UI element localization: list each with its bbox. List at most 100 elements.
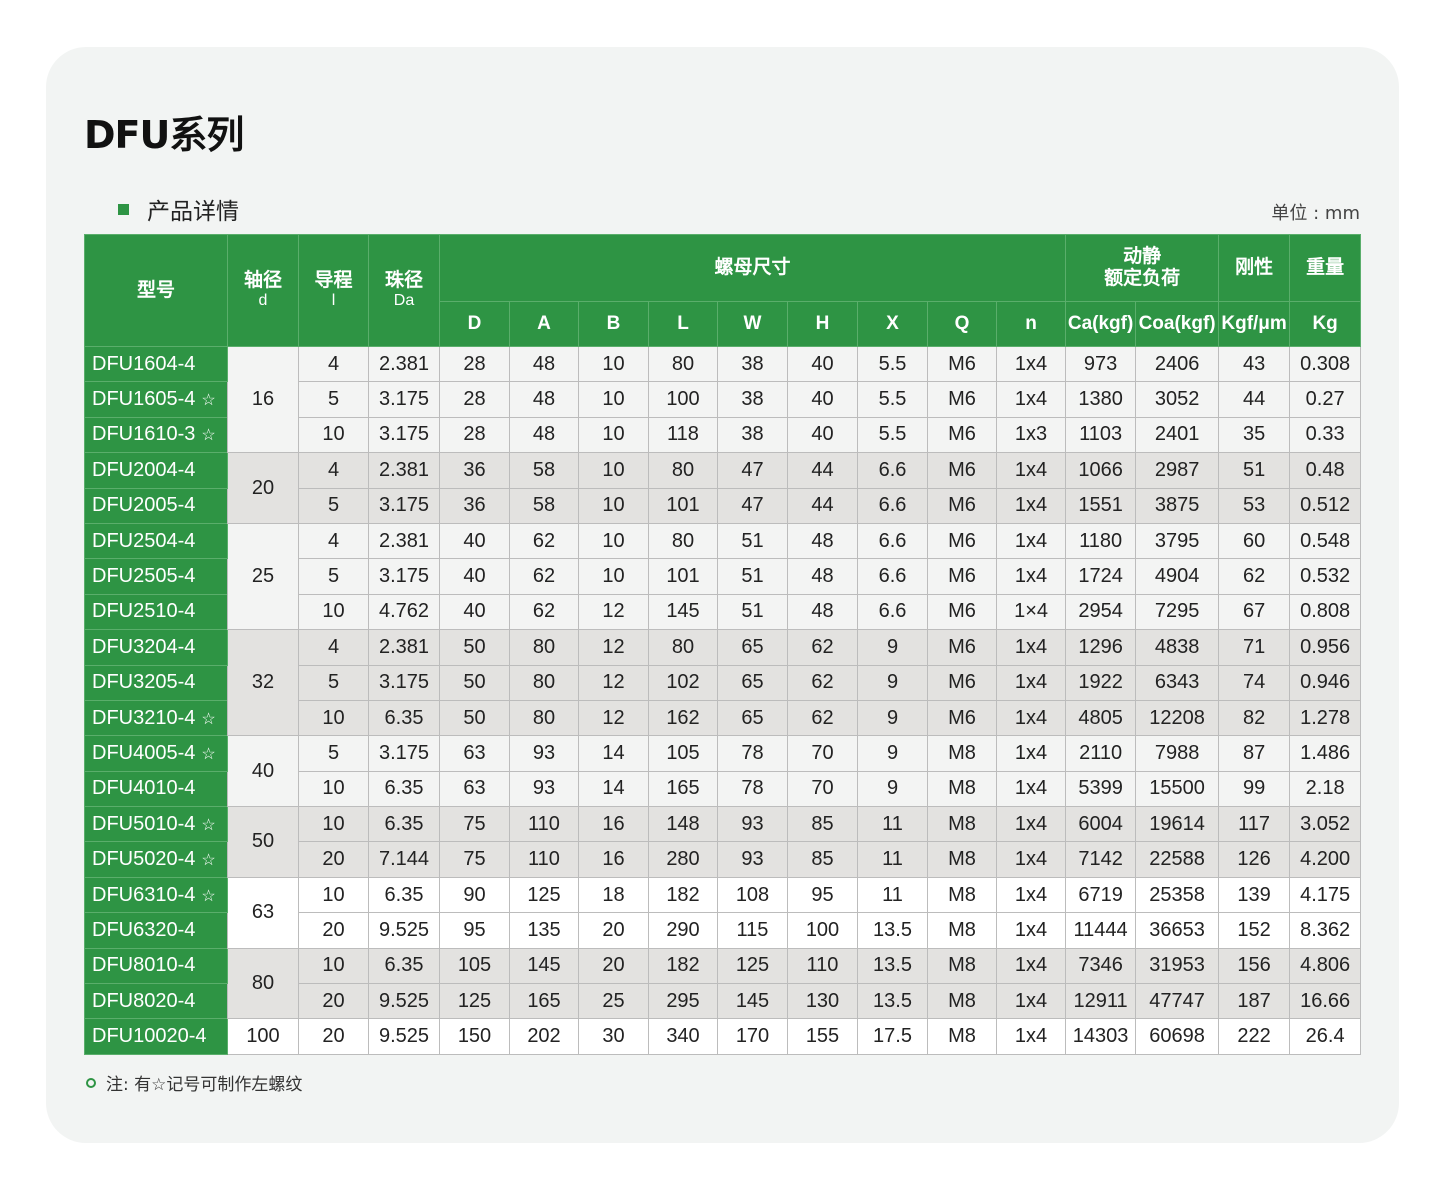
value-cell: 0.308 — [1289, 345, 1362, 383]
header-col-5: H — [787, 301, 858, 347]
header-load: 动静 额定负荷 — [1065, 234, 1220, 302]
value-cell: 6.35 — [368, 806, 440, 843]
header-col-12: Kg — [1289, 301, 1362, 347]
model-cell: DFU1605-4 ☆ — [84, 381, 228, 418]
value-cell: 62 — [509, 522, 579, 560]
value-cell: 110 — [787, 947, 858, 985]
value-cell: 187 — [1218, 983, 1291, 1020]
value-cell: 10 — [578, 381, 649, 418]
header-ball-symbol: Da — [393, 292, 415, 310]
value-cell: 48 — [509, 345, 579, 383]
value-cell: 165 — [648, 770, 718, 808]
value-cell: 3875 — [1135, 487, 1220, 524]
value-cell: 25 — [578, 983, 649, 1020]
table-row: DFU2005-4 5 3.175 36 58 10 101 47 44 6.6 M6 1x4 1551… — [84, 487, 1362, 524]
value-cell: 82 — [1218, 699, 1291, 737]
value-cell: 12208 — [1135, 699, 1220, 737]
value-cell: 7988 — [1135, 735, 1220, 772]
model-cell: DFU3204-4 — [84, 629, 228, 666]
table-row: DFU6310-4 ☆ 63 10 6.35 90 125 18 182 108 95 11 M8 1x4… — [84, 876, 1362, 949]
header-col-4: W — [717, 301, 788, 347]
value-cell: 152 — [1218, 912, 1291, 949]
value-cell: 6719 — [1065, 876, 1137, 914]
value-cell: 973 — [1065, 345, 1137, 383]
model-cell: DFU3205-4 — [84, 664, 228, 701]
value-cell: 22588 — [1135, 841, 1220, 878]
value-cell: 6.35 — [368, 770, 440, 808]
table-row: DFU1605-4 ☆ 5 3.175 28 48 10 100 38 40 5.5 M6 1x4 138… — [84, 381, 1362, 418]
value-cell: 4 — [298, 345, 369, 383]
value-cell: 44 — [1218, 381, 1291, 418]
value-cell: 8.362 — [1289, 912, 1362, 949]
model-cell: DFU2504-4 — [84, 522, 228, 560]
value-cell: 65 — [717, 699, 788, 737]
value-cell: 7142 — [1065, 841, 1137, 878]
value-cell: 10 — [578, 522, 649, 560]
value-cell: 3795 — [1135, 522, 1220, 560]
value-cell: 16.66 — [1289, 983, 1362, 1020]
model-cell: DFU2004-4 — [84, 452, 228, 489]
value-cell: 4 — [298, 522, 369, 560]
value-cell: 155 — [787, 1018, 858, 1055]
value-cell: 80 — [509, 629, 579, 666]
value-cell: 26.4 — [1289, 1018, 1362, 1055]
value-cell: 4838 — [1135, 629, 1220, 666]
value-cell: 62 — [787, 664, 858, 701]
footnote: 注: 有☆记号可制作左螺纹 — [86, 1070, 302, 1095]
value-cell: 62 — [787, 699, 858, 737]
value-cell: 1x4 — [995, 629, 1067, 666]
value-cell: 50 — [439, 664, 510, 701]
value-cell: 15500 — [1135, 770, 1220, 808]
value-cell: 18 — [578, 876, 649, 914]
header-rigidity: 刚性 — [1218, 234, 1291, 302]
model-cell: DFU5020-4 ☆ — [84, 841, 228, 878]
model-name: DFU2004-4 — [92, 458, 196, 481]
value-cell: 145 — [509, 947, 579, 985]
value-cell: 40 — [787, 345, 858, 383]
value-cell: 10 — [578, 558, 649, 595]
value-cell: 78 — [717, 770, 788, 808]
value-cell: 290 — [648, 912, 718, 949]
value-cell: 9.525 — [368, 1018, 440, 1055]
value-cell: 1x4 — [995, 841, 1067, 878]
value-cell: 3052 — [1135, 381, 1220, 418]
value-cell: 2401 — [1135, 416, 1220, 454]
value-cell: 10 — [578, 487, 649, 524]
value-cell: 40 — [439, 522, 510, 560]
value-cell: 12 — [578, 593, 649, 631]
value-cell: 1724 — [1065, 558, 1137, 595]
value-cell: 60 — [1218, 522, 1291, 560]
value-cell: 110 — [509, 841, 579, 878]
value-cell: 117 — [1218, 806, 1291, 843]
model-cell: DFU6310-4 ☆ — [84, 876, 228, 914]
value-cell: 93 — [717, 806, 788, 843]
value-cell: 139 — [1218, 876, 1291, 914]
ring-bullet-icon — [86, 1077, 96, 1088]
value-cell: 150 — [439, 1018, 510, 1055]
value-cell: M8 — [927, 1018, 997, 1055]
model-name: DFU3205-4 — [92, 671, 196, 694]
value-cell: 48 — [787, 593, 858, 631]
value-cell: 10 — [298, 947, 369, 985]
value-cell: 100 — [787, 912, 858, 949]
value-cell: 62 — [787, 629, 858, 666]
value-cell: 2987 — [1135, 452, 1220, 489]
value-cell: 0.532 — [1289, 558, 1362, 595]
value-cell: 95 — [439, 912, 510, 949]
table-row: DFU2004-4 20 4 2.381 36 58 10 80 47 44 6.6 M6 1x4 106… — [84, 452, 1362, 524]
shaft-diameter-cell: 16 — [227, 345, 299, 454]
value-cell: 5 — [298, 735, 369, 772]
model-name: DFU1610-3 — [92, 423, 196, 446]
model-cell: DFU4010-4 — [84, 770, 228, 808]
value-cell: 1x4 — [995, 947, 1067, 985]
value-cell: 6.6 — [857, 593, 928, 631]
value-cell: 10 — [298, 770, 369, 808]
value-cell: 13.5 — [857, 983, 928, 1020]
value-cell: 0.33 — [1289, 416, 1362, 454]
value-cell: 1x4 — [995, 452, 1067, 489]
value-cell: 118 — [648, 416, 718, 454]
page-title: DFU系列 — [84, 113, 244, 157]
model-name: DFU8010-4 — [92, 954, 196, 977]
value-cell: 62 — [509, 558, 579, 595]
value-cell: 50 — [439, 629, 510, 666]
